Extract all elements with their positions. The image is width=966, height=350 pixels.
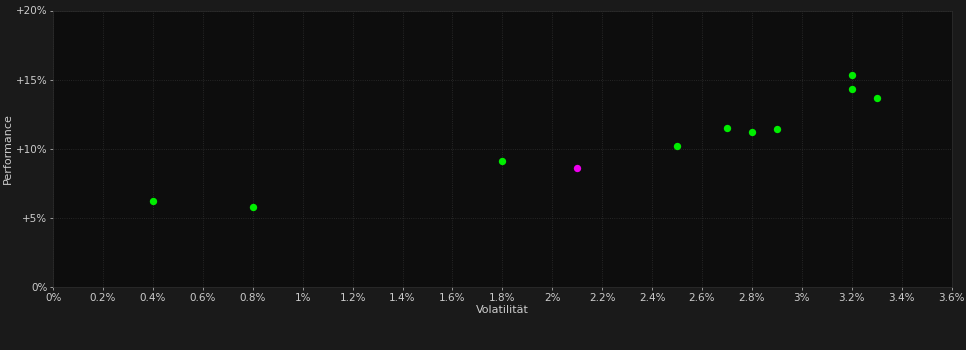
Point: [245, 204, 261, 210]
Point: [145, 198, 160, 204]
X-axis label: Volatilität: Volatilität: [476, 305, 528, 315]
Point: [719, 125, 735, 131]
Point: [844, 86, 860, 92]
Point: [669, 143, 685, 149]
Point: [869, 95, 885, 100]
Point: [769, 127, 784, 132]
Point: [744, 130, 759, 135]
Point: [844, 73, 860, 78]
Point: [570, 165, 585, 171]
Y-axis label: Performance: Performance: [3, 113, 14, 184]
Point: [495, 159, 510, 164]
